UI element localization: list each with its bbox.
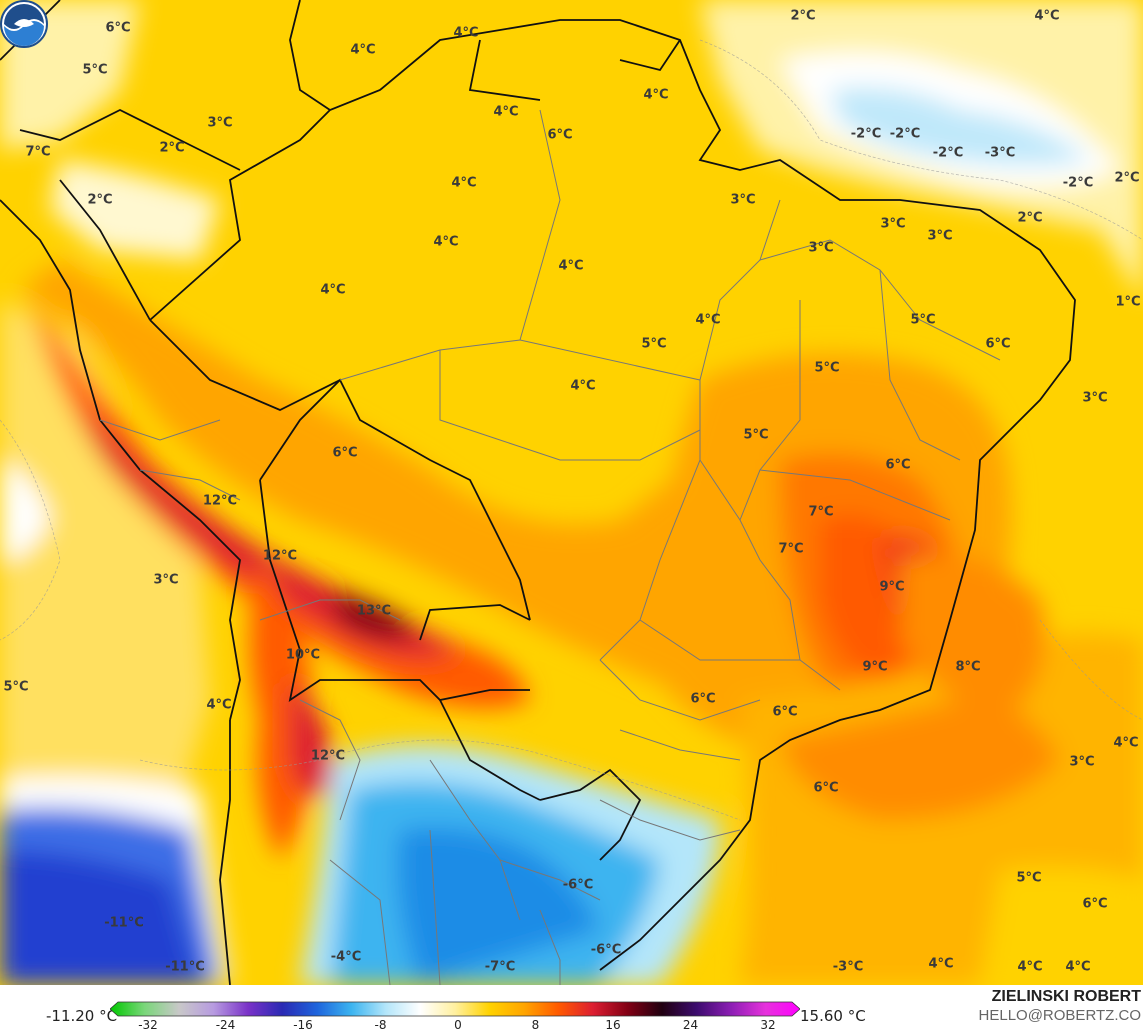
temperature-label: -2°C: [889, 126, 921, 142]
temperature-label: -7°C: [484, 959, 516, 975]
temperature-label: 4°C: [451, 175, 477, 191]
temperature-label: 4°C: [1034, 8, 1060, 24]
temperature-label: 9°C: [879, 579, 905, 595]
temperature-label: 4°C: [643, 87, 669, 103]
state-borders: [99, 109, 1001, 985]
colorbar-tick-label: 8: [531, 1018, 540, 1032]
temperature-field: [0, 0, 1143, 985]
temperature-label: 7°C: [808, 504, 834, 520]
temperature-label: 2°C: [1114, 170, 1140, 186]
temperature-label: 2°C: [1017, 210, 1043, 226]
temperature-label: 4°C: [570, 378, 596, 394]
temperature-label: 10°C: [285, 647, 321, 663]
temperature-label: 7°C: [778, 541, 804, 557]
contour-lines: [0, 39, 1143, 821]
temperature-label: 1°C: [1115, 294, 1141, 310]
legend-footer: -11.20 °C -32 -24 -16 -8 0 8 16 24 32 15.60 °C Z…: [0, 985, 1143, 1035]
temperature-label: 4°C: [695, 312, 721, 328]
temperature-label: 6°C: [105, 20, 131, 36]
temperature-label: 4°C: [1065, 959, 1091, 975]
map-canvas: [0, 0, 1143, 985]
colorbar-tick-label: -16: [293, 1018, 313, 1032]
temperature-label: 6°C: [690, 691, 716, 707]
colorbar: [110, 1001, 800, 1017]
temperature-label: 3°C: [153, 572, 179, 588]
temperature-label: 6°C: [813, 780, 839, 796]
temperature-label: -2°C: [932, 145, 964, 161]
temperature-label: 7°C: [25, 144, 51, 160]
temperature-label: 3°C: [1069, 754, 1095, 770]
temperature-label: 2°C: [790, 8, 816, 24]
scale-min-label: -11.20 °C: [46, 1007, 118, 1025]
credit-name: ZIELINSKI ROBERT: [991, 988, 1141, 1005]
temperature-label: 4°C: [320, 282, 346, 298]
temperature-label: 5°C: [641, 336, 667, 352]
scale-max-label: 15.60 °C: [800, 1007, 866, 1025]
temperature-label: 3°C: [880, 216, 906, 232]
colorbar-tick-label: -8: [374, 1018, 387, 1032]
temperature-label: -4°C: [330, 949, 362, 965]
temperature-label: 6°C: [1082, 896, 1108, 912]
temperature-label: 12°C: [310, 748, 346, 764]
temperature-label: 2°C: [87, 192, 113, 208]
temperature-label: -2°C: [850, 126, 882, 142]
temperature-label: 6°C: [332, 445, 358, 461]
temperature-label: 4°C: [1113, 735, 1139, 751]
temperature-label: 6°C: [885, 457, 911, 473]
temperature-label: -11°C: [165, 959, 205, 975]
temperature-label: 12°C: [202, 493, 238, 509]
colorbar-tick-label: 16: [605, 1018, 621, 1032]
temperature-label: 4°C: [433, 234, 459, 250]
noaa-logo-icon: [0, 0, 48, 48]
temperature-label: 5°C: [82, 62, 108, 78]
temperature-label: -3°C: [984, 145, 1016, 161]
temperature-label: 4°C: [1017, 959, 1043, 975]
temperature-label: 4°C: [350, 42, 376, 58]
colorbar-tick-label: -24: [215, 1018, 236, 1032]
temperature-label: -6°C: [590, 942, 622, 958]
temperature-label: 5°C: [1016, 870, 1042, 886]
temperature-label: 5°C: [3, 679, 29, 695]
colorbar-tick-label: 24: [682, 1018, 699, 1032]
temperature-label: 4°C: [206, 697, 232, 713]
colorbar-gradient: [110, 1001, 800, 1017]
temperature-label: 5°C: [814, 360, 840, 376]
temperature-label: 5°C: [743, 427, 769, 443]
temperature-label: 2°C: [159, 140, 185, 156]
temperature-label: -6°C: [562, 877, 594, 893]
temperature-anomaly-map: 6°C 5°C 3°C 2°C 7°C 2°C 4°C 4°C 4°C 4°C 6°C 4°C 4°C 4…: [0, 0, 1143, 985]
temperature-label: -11°C: [104, 915, 144, 931]
temperature-label: 5°C: [910, 312, 936, 328]
temperature-label: 13°C: [356, 603, 392, 619]
temperature-label: 4°C: [558, 258, 584, 274]
temperature-label: 9°C: [862, 659, 888, 675]
colorbar-tick-label: -32: [138, 1018, 158, 1032]
temperature-label: 6°C: [547, 127, 573, 143]
temperature-label: 12°C: [262, 548, 298, 564]
temperature-label: 3°C: [730, 192, 756, 208]
temperature-label: 4°C: [453, 25, 479, 41]
colorbar-tick-label: 32: [760, 1018, 776, 1032]
temperature-label: 3°C: [808, 240, 834, 256]
temperature-label: 6°C: [985, 336, 1011, 352]
temperature-label: 8°C: [955, 659, 981, 675]
credit-email: HELLO@ROBERTZ.CO: [978, 1007, 1141, 1024]
temperature-label: 4°C: [928, 956, 954, 972]
colorbar-tick-label: 0: [454, 1018, 462, 1032]
temperature-label: 3°C: [927, 228, 953, 244]
temperature-label: 3°C: [207, 115, 233, 131]
temperature-label: 3°C: [1082, 390, 1108, 406]
temperature-label: -3°C: [832, 959, 864, 975]
temperature-label: 6°C: [772, 704, 798, 720]
temperature-label: 4°C: [493, 104, 519, 120]
temperature-label: -2°C: [1062, 175, 1094, 191]
